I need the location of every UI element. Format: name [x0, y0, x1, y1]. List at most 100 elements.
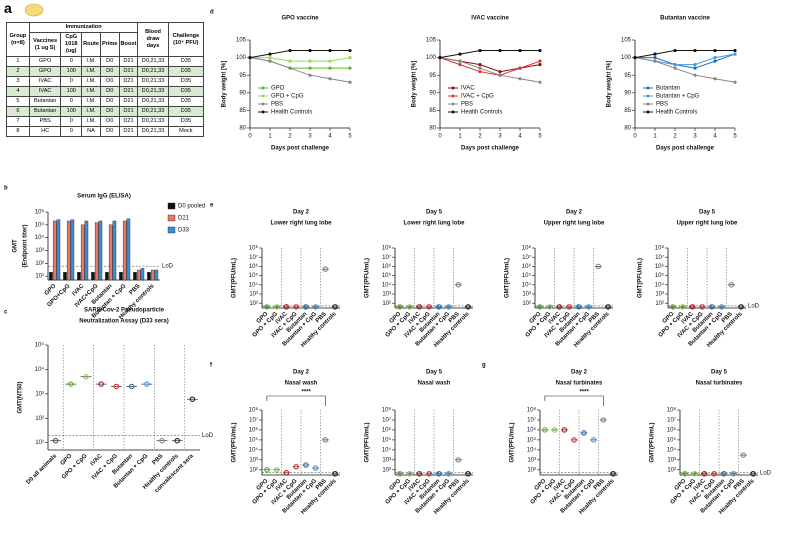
column-header: Boost — [118, 32, 139, 57]
line-marker — [328, 66, 332, 70]
table-cell: GPO — [28, 66, 62, 77]
table-cell: D21 — [118, 116, 139, 127]
line-marker — [538, 63, 542, 67]
data-point — [750, 471, 756, 477]
y-tick-label: 10⁸ — [522, 245, 532, 252]
line-marker — [498, 48, 502, 53]
legend-label: IVAC — [461, 86, 475, 92]
line-marker — [673, 66, 677, 70]
data-point — [436, 471, 442, 477]
lod-label: LoD — [202, 433, 214, 439]
y-tick-label: 10³ — [249, 457, 258, 463]
line-marker — [478, 63, 482, 67]
bar — [63, 272, 67, 281]
chart-title: Lower right lung lobe — [271, 221, 333, 227]
series-line — [249, 57, 350, 69]
series-line — [249, 50, 350, 59]
data-point — [551, 427, 558, 433]
chart-title: Day 2 — [293, 370, 310, 376]
table-container: Group (n=8) Immunization Blood draw days Ch… — [6, 22, 205, 137]
chart-title: Nasal wash — [418, 381, 451, 387]
line-marker — [498, 73, 502, 77]
line-marker — [458, 52, 462, 56]
table-cell: HC — [28, 126, 62, 137]
data-point — [113, 383, 120, 390]
line-marker — [328, 59, 332, 63]
table-cell: GPO — [28, 56, 62, 67]
chart-title: Day 5 — [711, 370, 728, 376]
x-tick-label: 4 — [328, 134, 332, 140]
y-tick-label: 10² — [655, 301, 664, 307]
x-tick-label: 5 — [348, 134, 352, 140]
y-tick-label: 10⁷ — [655, 254, 664, 261]
table-cell: 100 — [60, 86, 83, 97]
span-header: Immunization — [28, 22, 139, 33]
chart-title: Serum IgG (ELISA) — [77, 194, 131, 200]
data-point — [189, 396, 196, 402]
data-point — [144, 381, 150, 387]
line-marker — [693, 73, 697, 77]
data-point — [283, 304, 290, 310]
line-marker — [288, 66, 292, 70]
lod-label: LoD — [760, 470, 772, 476]
data-point — [436, 304, 442, 310]
chart-title: IVAC vaccine — [471, 16, 509, 22]
y-tick-label: 10¹ — [35, 274, 44, 280]
table-cell: D0,21,33 — [137, 126, 169, 137]
chart-title: Butantan vaccine — [660, 16, 710, 22]
y-tick-label: 10⁴ — [35, 366, 45, 373]
data-point — [670, 304, 676, 310]
data-point — [585, 304, 592, 310]
legend-marker — [451, 110, 455, 114]
lod-label: LoD — [162, 264, 174, 270]
legend-swatch — [167, 226, 176, 234]
table-row: 8 HC 0 NA D0 D21 D0,21,33 Mock — [6, 126, 205, 137]
line-marker — [308, 73, 312, 77]
y-tick-label: 10⁷ — [527, 417, 536, 424]
y-tick-label: 10⁴ — [35, 234, 45, 241]
bar — [154, 269, 159, 281]
table-cell: D0,21,33 — [137, 106, 169, 117]
line-marker — [713, 48, 717, 53]
data-point — [581, 430, 587, 436]
series-line — [439, 57, 541, 83]
legend-label: PBS — [271, 102, 283, 108]
table-cell: D35 — [167, 76, 205, 87]
legend-marker — [646, 102, 650, 106]
line-marker — [268, 59, 272, 63]
table-cell: I.M. — [81, 106, 101, 117]
y-tick-label: 10⁷ — [522, 254, 531, 261]
table-cell: I.M. — [81, 76, 101, 87]
panel-label: e — [210, 203, 214, 209]
y-tick-label: 10³ — [522, 292, 531, 298]
table-cell: D0,21,33 — [137, 86, 169, 97]
line-marker — [518, 66, 522, 70]
table-cell: D21 — [118, 76, 139, 87]
data-point — [406, 304, 413, 310]
data-point — [445, 471, 452, 477]
data-point — [312, 465, 319, 471]
y-tick-label: 10⁷ — [382, 417, 391, 424]
y-tick-label: 95 — [624, 73, 631, 79]
legend-marker — [261, 102, 265, 106]
column-header: Challenge (10⁴ PFU) — [167, 22, 205, 57]
y-tick-label: 10⁷ — [667, 417, 676, 424]
bar — [150, 269, 155, 281]
data-point — [397, 471, 403, 477]
y-axis-label: GMT(PFU/mL) — [638, 258, 644, 298]
y-tick-label: 10² — [249, 467, 258, 473]
data-point — [718, 304, 725, 310]
legend-label: Health Controls — [461, 110, 502, 116]
bar — [94, 222, 99, 281]
line-marker — [458, 63, 462, 67]
table-cell: 2 — [6, 66, 30, 77]
y-tick-label: 10⁴ — [382, 281, 392, 288]
line-marker — [248, 56, 252, 60]
bar — [84, 220, 89, 281]
table-cell: Mock — [167, 126, 205, 137]
table-cell: 4 — [6, 86, 30, 97]
y-axis-label: GMT(PFU/mL) — [232, 258, 238, 298]
data-point — [699, 304, 705, 310]
x-tick-label: 4 — [713, 134, 717, 140]
line-marker — [308, 48, 312, 53]
